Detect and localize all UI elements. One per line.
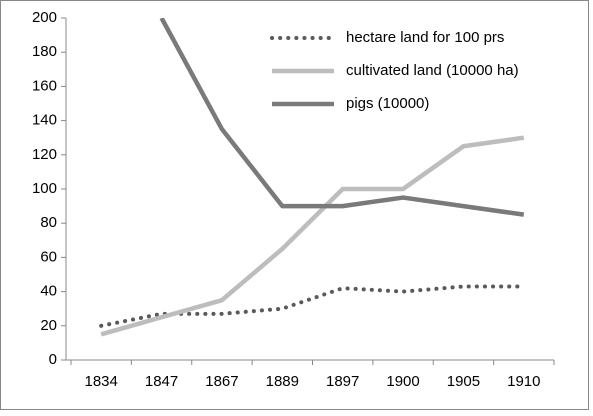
y-tick-label: 40 [40, 283, 57, 300]
y-tick-label: 160 [32, 77, 57, 94]
x-tick-label: 1889 [266, 373, 299, 390]
x-tick-label: 1834 [85, 373, 118, 390]
legend-label: pigs (10000) [346, 95, 429, 112]
x-tick-label: 1905 [447, 373, 480, 390]
y-tick-label: 180 [32, 43, 57, 60]
y-tick-label: 60 [40, 248, 57, 265]
series-line [100, 135, 525, 337]
legend-label: cultivated land (10000 ha) [346, 62, 519, 79]
series-line [159, 18, 525, 217]
x-tick-label: 1910 [507, 373, 540, 390]
y-tick-label: 140 [32, 112, 57, 129]
x-tick-label: 1847 [145, 373, 178, 390]
x-tick-label: 1900 [386, 373, 419, 390]
y-tick-label: 120 [32, 146, 57, 163]
y-tick-label: 100 [32, 180, 57, 197]
y-tick-label: 0 [49, 351, 57, 368]
x-tick-label: 1897 [326, 373, 359, 390]
y-tick-label: 20 [40, 317, 57, 334]
legend-label: hectare land for 100 prs [346, 29, 504, 46]
y-tick-label: 200 [32, 9, 57, 26]
y-tick-label: 80 [40, 214, 57, 231]
x-tick-label: 1867 [205, 373, 238, 390]
